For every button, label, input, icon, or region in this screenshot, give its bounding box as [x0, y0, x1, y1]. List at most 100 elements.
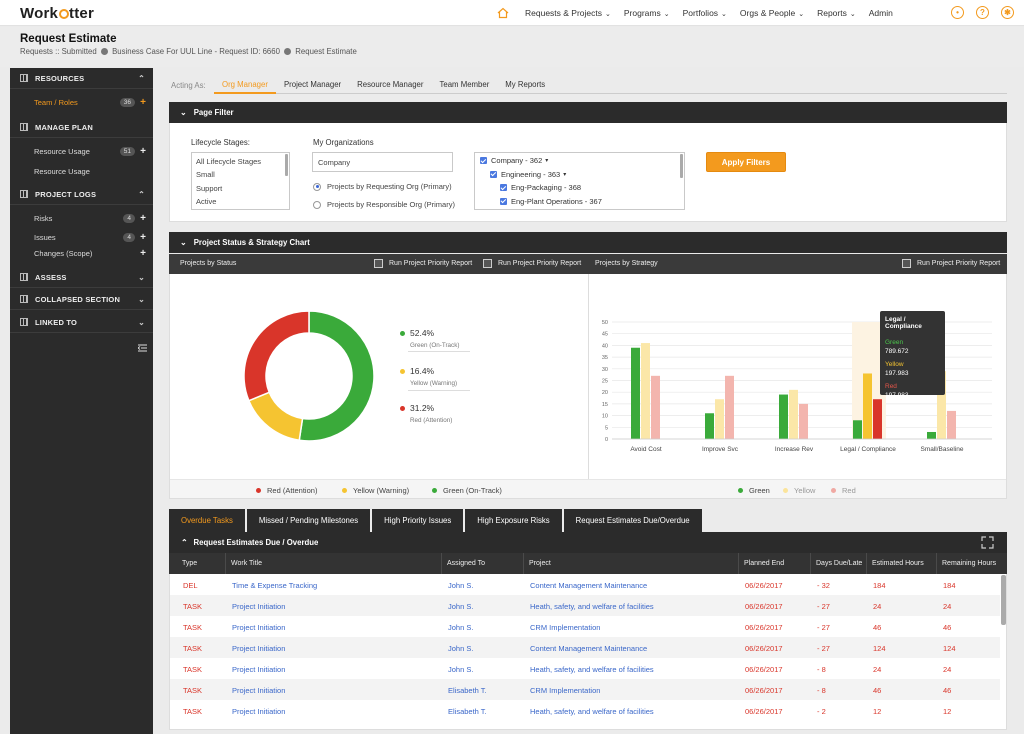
sidebar-item[interactable]: Issues 4 + — [34, 231, 146, 243]
table-row[interactable]: TASK Project Initiation John S. CRM Impleme… — [170, 616, 1000, 637]
sidebar-section-assess[interactable]: ASSESS ⌄ — [10, 267, 153, 287]
bar-red[interactable] — [725, 375, 734, 439]
table-cell[interactable]: Elisabeth T. — [448, 686, 487, 695]
legend-green[interactable]: Green — [738, 486, 770, 495]
table-cell[interactable]: John S. — [448, 665, 474, 674]
table-cell[interactable]: Heath, safety, and welfare of facilities — [530, 707, 654, 716]
table-scrollbar[interactable] — [1001, 575, 1006, 625]
table-cell[interactable]: Project Initiation — [232, 623, 286, 632]
table-row[interactable]: TASK Project Initiation Elisabeth T. Heath,… — [170, 700, 1000, 721]
run-report-button[interactable]: Run Project Priority Report — [483, 259, 581, 268]
tab-org-manager[interactable]: Org Manager — [214, 74, 276, 94]
tab-request-estimates-due-overdue[interactable]: Request Estimates Due/Overdue — [563, 509, 702, 532]
org-tree[interactable]: Company - 362 ▾ Engineering - 363 ▾ Eng-Pack… — [474, 152, 685, 210]
legend-yellow[interactable]: Yellow (Warning) — [342, 486, 409, 495]
status-chart-header[interactable]: ⌄ Project Status & Strategy Chart — [169, 232, 1007, 253]
donut-slice-yellow[interactable] — [247, 391, 304, 442]
legend-red[interactable]: Red (Attention) — [256, 486, 317, 495]
checkbox-icon[interactable] — [490, 170, 497, 178]
user-icon[interactable]: • — [951, 6, 964, 19]
bar-green[interactable] — [705, 413, 714, 439]
donut-slice-red[interactable] — [243, 310, 310, 402]
table-cell[interactable]: John S. — [448, 623, 474, 632]
checkbox-icon[interactable] — [500, 197, 507, 205]
table-header-bar[interactable]: ⌃ Request Estimates Due / Overdue — [169, 532, 1007, 553]
add-icon[interactable]: + — [140, 145, 146, 157]
lifecycle-option[interactable]: Small — [196, 170, 215, 180]
sidebar-item[interactable]: Team / Roles 36 + — [34, 96, 146, 108]
add-icon[interactable]: + — [140, 247, 146, 259]
tab-project-manager[interactable]: Project Manager — [283, 80, 342, 89]
bar-yellow[interactable] — [789, 389, 798, 439]
tab-missed-pending-milestones[interactable]: Missed / Pending Milestones — [246, 509, 371, 532]
column-header[interactable]: Days Due/Late — [816, 560, 863, 567]
table-row[interactable]: TASK Project Initiation Elisabeth T. CRM Im… — [170, 679, 1000, 700]
table-row[interactable]: TASK Project Initiation John S. Content Man… — [170, 637, 1000, 658]
column-header[interactable]: Remaining Hours — [942, 560, 997, 567]
org-tree-node[interactable]: Eng-Packaging - 368 — [500, 183, 581, 192]
column-header[interactable]: Work Title — [231, 560, 262, 567]
nav-item-admin[interactable]: Admin — [868, 8, 893, 18]
legend-red[interactable]: Red — [831, 486, 856, 495]
table-cell[interactable]: John S. — [448, 581, 474, 590]
tree-scrollbar[interactable] — [680, 154, 683, 178]
table-cell[interactable]: Heath, safety, and welfare of facilities — [530, 665, 654, 674]
table-cell[interactable]: Project Initiation — [232, 665, 286, 674]
sidebar-section-manage-plan[interactable]: MANAGE PLAN — [10, 117, 153, 137]
bar-green[interactable] — [853, 420, 862, 439]
help-icon[interactable]: ? — [976, 6, 989, 19]
org-tree-node[interactable]: Engineering - 363 ▾ — [490, 170, 566, 179]
settings-icon[interactable]: ✱ — [1001, 6, 1014, 19]
column-header[interactable]: Assigned To — [447, 560, 486, 567]
lifecycle-listbox[interactable]: All Lifecycle Stages Small Support Active — [191, 152, 290, 210]
bar-yellow[interactable] — [863, 373, 872, 439]
table-cell[interactable]: Heath, safety, and welfare of facilities — [530, 602, 654, 611]
bar-red[interactable] — [947, 410, 956, 439]
donut-slice-green[interactable] — [298, 310, 375, 442]
legend-yellow[interactable]: Yellow — [783, 486, 815, 495]
table-cell[interactable]: John S. — [448, 644, 474, 653]
bar-yellow[interactable] — [715, 399, 724, 439]
org-radio-option[interactable]: Projects by Responsible Org (Primary) — [313, 200, 455, 209]
org-tree-node[interactable]: Eng-Plant Operations - 367 — [500, 197, 602, 206]
apply-filters-button[interactable]: Apply Filters — [706, 152, 786, 172]
legend-green[interactable]: Green (On-Track) — [432, 486, 502, 495]
bar-yellow[interactable] — [641, 343, 650, 439]
checkbox-icon[interactable] — [500, 184, 507, 191]
sidebar-item[interactable]: Changes (Scope) + — [34, 247, 146, 259]
sidebar-section-project-logs[interactable]: PROJECT LOGS ⌃ — [10, 184, 153, 204]
tab-high-exposure-risks[interactable]: High Exposure Risks — [465, 509, 562, 532]
table-cell[interactable]: CRM Implementation — [530, 623, 601, 632]
breadcrumb-item[interactable]: Business Case For UUL Line - Request ID:… — [112, 47, 280, 56]
table-cell[interactable]: Time & Expense Tracking — [232, 581, 318, 590]
table-row[interactable]: TASK Project Initiation John S. Heath, safe… — [170, 658, 1000, 679]
tab-resource-manager[interactable]: Resource Manager — [357, 80, 424, 89]
logo[interactable]: Work tter — [20, 5, 95, 22]
table-cell[interactable]: Project Initiation — [232, 644, 286, 653]
table-cell[interactable]: John S. — [448, 602, 474, 611]
nav-item-requests-projects[interactable]: Requests & Projects ⌄ — [525, 8, 611, 18]
run-report-button[interactable]: Run Project Priority Report — [902, 259, 1000, 268]
checkbox-icon[interactable] — [480, 157, 487, 164]
tab-overdue-tasks[interactable]: Overdue Tasks — [169, 509, 245, 532]
radio-icon[interactable] — [313, 182, 321, 191]
sidebar-section-linked-to[interactable]: LINKED TO ⌄ — [10, 312, 153, 332]
radio-icon[interactable] — [313, 200, 321, 209]
add-icon[interactable]: + — [140, 231, 146, 243]
breadcrumb-item[interactable]: Requests :: Submitted — [20, 47, 97, 56]
sidebar-section-collapsed-section[interactable]: COLLAPSED SECTION ⌄ — [10, 289, 153, 309]
add-icon[interactable]: + — [140, 212, 146, 224]
collapse-sidebar-icon[interactable] — [138, 344, 147, 352]
tab-team-member[interactable]: Team Member — [439, 80, 490, 89]
nav-item-portfolios[interactable]: Portfolios ⌄ — [682, 8, 727, 18]
bar-red[interactable] — [651, 375, 660, 439]
table-cell[interactable]: Project Initiation — [232, 707, 286, 716]
table-cell[interactable]: Project Initiation — [232, 686, 286, 695]
table-cell[interactable]: Elisabeth T. — [448, 707, 487, 716]
column-header[interactable]: Planned End — [744, 560, 785, 567]
bar-green[interactable] — [779, 394, 788, 439]
tab-my-reports[interactable]: My Reports — [505, 80, 546, 89]
add-icon[interactable]: + — [140, 96, 146, 108]
table-cell[interactable]: Content Management Maintenance — [530, 644, 648, 653]
lifecycle-option[interactable]: Active — [196, 196, 217, 206]
